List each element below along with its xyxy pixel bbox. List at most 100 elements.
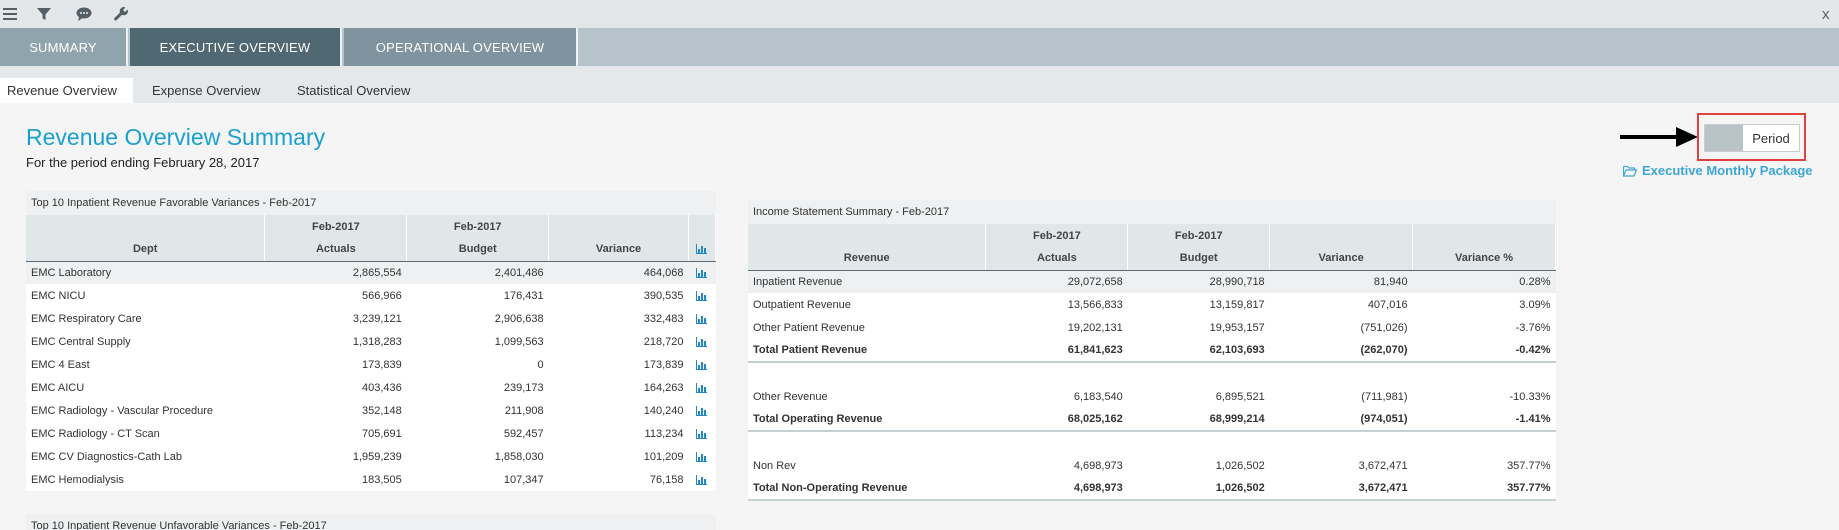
revenue-label-cell: Total Patient Revenue xyxy=(748,339,986,363)
bar-chart-icon[interactable] xyxy=(688,261,716,284)
tab-summary[interactable]: SUMMARY xyxy=(0,28,128,66)
budget-cell: 1,099,563 xyxy=(494,335,544,348)
variance-cell: (751,026) xyxy=(1360,321,1408,334)
actuals-cell: 2,865,554 xyxy=(264,261,407,284)
budget-cell: 1,026,502 xyxy=(1215,459,1265,472)
actuals-cell: 403,436 xyxy=(362,381,402,394)
subtab-expense-overview[interactable]: Expense Overview xyxy=(152,83,261,98)
table-row[interactable]: Outpatient Revenue 13,566,833 13,159,817 40… xyxy=(748,293,1556,316)
wrench-icon[interactable] xyxy=(110,4,132,24)
table-row[interactable]: EMC AICU 403,436 239,173 164,263 xyxy=(26,376,716,399)
table-row[interactable]: Non Rev 4,698,973 1,026,502 3,672,471 357.77… xyxy=(748,454,1556,477)
toggle-knob[interactable] xyxy=(1705,125,1743,151)
table-row[interactable]: EMC Respiratory Care 3,239,121 2,906,638 33… xyxy=(26,307,716,330)
bar-chart-icon[interactable] xyxy=(688,330,715,353)
variance-pct-cell: -10.33% xyxy=(1509,390,1551,403)
tab-executive-overview[interactable]: EXECUTIVE OVERVIEW xyxy=(130,28,342,66)
actuals-cell: 4,698,973 xyxy=(1073,459,1123,472)
variance-cell: 3,672,471 xyxy=(1358,459,1408,472)
header-period-actuals: Feb-2017 xyxy=(264,215,408,238)
tab-operational-overview[interactable]: OPERATIONAL OVERVIEW xyxy=(344,28,578,66)
executive-package-label: Executive Monthly Package xyxy=(1642,163,1813,178)
menu-icon[interactable] xyxy=(0,4,22,24)
period-highlight-box: Period xyxy=(1697,113,1806,161)
variance-cell: 390,535 xyxy=(643,289,684,302)
table-row[interactable]: Total Patient Revenue 61,841,623 62,103,69… xyxy=(748,339,1556,363)
sub-tab-bar: Revenue Overview Expense Overview Statis… xyxy=(0,66,1839,103)
dept-cell: EMC 4 East xyxy=(31,358,90,371)
table-row[interactable]: EMC Laboratory 2,865,554 2,401,486 464,068 xyxy=(26,261,716,284)
variance-cell: 76,158 xyxy=(649,473,684,486)
actuals-cell: 6,183,540 xyxy=(1073,390,1123,403)
revenue-label-cell: Non Rev xyxy=(753,459,796,472)
budget-cell: 6,895,521 xyxy=(1215,390,1265,403)
revenue-label-cell: Other Revenue xyxy=(753,390,828,403)
actuals-cell: 19,202,131 xyxy=(1067,321,1123,334)
bar-chart-icon[interactable] xyxy=(688,353,715,376)
subtab-statistical-overview[interactable]: Statistical Overview xyxy=(297,83,411,98)
bar-chart-icon[interactable] xyxy=(688,307,715,330)
actuals-cell: 1,959,239 xyxy=(352,450,402,463)
favorable-variances-table: Feb-2017 Feb-2017 Dept Actuals Budget Va… xyxy=(26,215,717,491)
bar-chart-icon[interactable] xyxy=(688,445,715,468)
actuals-cell: 705,691 xyxy=(362,427,402,440)
dept-cell: EMC AICU xyxy=(31,381,85,394)
variance-cell: 113,234 xyxy=(644,427,684,440)
arrow-icon xyxy=(1620,127,1698,147)
header-variance-pct: Variance % xyxy=(1412,247,1556,271)
period-toggle[interactable]: Period xyxy=(1704,124,1800,152)
period-toggle-label: Period xyxy=(1752,130,1790,146)
spacer-row xyxy=(748,362,1556,385)
table-row[interactable]: EMC CV Diagnostics-Cath Lab 1,959,239 1,85… xyxy=(26,445,716,468)
folder-open-icon xyxy=(1623,165,1637,177)
actuals-cell: 566,966 xyxy=(362,289,402,302)
table-row[interactable]: EMC Radiology - Vascular Procedure 352,14… xyxy=(26,399,716,422)
unfavorable-variances-title: Top 10 Inpatient Revenue Unfavorable Var… xyxy=(26,514,716,530)
header-period-budget: Feb-2017 xyxy=(1127,224,1271,247)
comment-icon[interactable] xyxy=(73,4,95,24)
budget-cell: 68,999,214 xyxy=(1127,408,1270,432)
table-row[interactable]: Other Revenue 6,183,540 6,895,521 (711,981)… xyxy=(748,385,1556,408)
table-row[interactable]: Inpatient Revenue 29,072,658 28,990,718 81,… xyxy=(748,270,1556,293)
header-period-actuals: Feb-2017 xyxy=(985,224,1129,247)
table-row[interactable]: Other Patient Revenue 19,202,131 19,953,15… xyxy=(748,316,1556,339)
executive-package-link[interactable]: Executive Monthly Package xyxy=(1623,163,1813,178)
table-row[interactable]: Total Operating Revenue 68,025,162 68,999,… xyxy=(748,408,1556,432)
table-row[interactable]: EMC Hemodialysis 183,505 107,347 76,158 xyxy=(26,468,716,491)
unfavorable-variances-panel: Top 10 Inpatient Revenue Unfavorable Var… xyxy=(26,514,716,530)
bar-chart-icon[interactable] xyxy=(688,376,715,399)
table-row[interactable]: EMC Central Supply 1,318,283 1,099,563 218,… xyxy=(26,330,716,353)
revenue-label-cell: Total Non-Operating Revenue xyxy=(748,477,986,501)
page-subtitle: For the period ending February 28, 2017 xyxy=(26,155,260,170)
bar-chart-icon[interactable] xyxy=(688,284,715,307)
dept-cell: EMC NICU xyxy=(31,289,86,302)
header-period-budget: Feb-2017 xyxy=(406,215,550,238)
variance-cell: 464,068 xyxy=(548,261,689,284)
variance-cell: 101,209 xyxy=(643,450,684,463)
subtab-revenue-overview[interactable]: Revenue Overview xyxy=(0,78,133,103)
chart-column-icon[interactable] xyxy=(688,238,717,262)
variance-pct-cell: -3.76% xyxy=(1515,321,1551,334)
table-row[interactable]: EMC Radiology - CT Scan 705,691 592,457 113… xyxy=(26,422,716,445)
header-dept: Dept xyxy=(26,238,266,262)
bar-chart-icon[interactable] xyxy=(688,399,715,422)
bar-chart-icon[interactable] xyxy=(688,422,715,445)
variance-cell: 218,720 xyxy=(643,335,684,348)
filter-icon[interactable] xyxy=(33,4,55,24)
bar-chart-icon[interactable] xyxy=(688,468,715,491)
revenue-label-cell: Total Operating Revenue xyxy=(748,408,986,432)
variance-cell: (711,981) xyxy=(1361,390,1408,403)
close-icon[interactable]: x xyxy=(1822,5,1830,23)
actuals-cell: 183,505 xyxy=(362,473,402,486)
dept-cell: EMC Radiology - Vascular Procedure xyxy=(31,404,213,417)
budget-cell: 13,159,817 xyxy=(1209,298,1265,311)
table-row[interactable]: EMC NICU 566,966 176,431 390,535 xyxy=(26,284,716,307)
table-row[interactable]: Total Non-Operating Revenue 4,698,973 1,02… xyxy=(748,477,1556,501)
variance-pct-cell: 357.77% xyxy=(1507,459,1551,472)
header-budget: Budget xyxy=(1127,247,1271,271)
favorable-variances-title: Top 10 Inpatient Revenue Favorable Varia… xyxy=(26,191,716,215)
table-row[interactable]: EMC 4 East 173,839 0 173,839 xyxy=(26,353,716,376)
variance-cell: 3,672,471 xyxy=(1269,477,1413,501)
variance-pct-cell: 3.09% xyxy=(1519,298,1551,311)
budget-cell: 19,953,157 xyxy=(1209,321,1265,334)
